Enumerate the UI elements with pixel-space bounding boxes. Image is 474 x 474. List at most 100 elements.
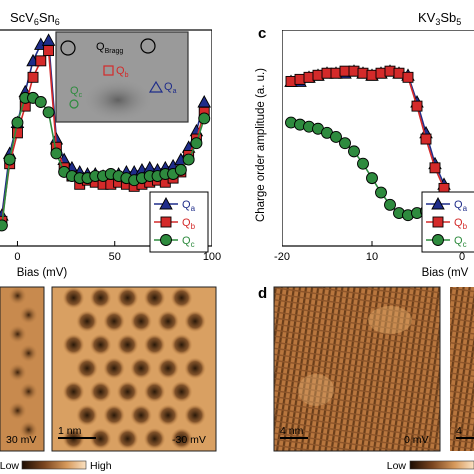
lattice-dot — [62, 380, 85, 403]
lattice-dot — [157, 310, 180, 333]
data-point-qc — [34, 96, 47, 108]
data-point-qc — [366, 172, 378, 185]
qa-inset-label: Qa — [164, 81, 177, 95]
colorbar-left: Low High — [0, 460, 112, 472]
legend-marker-qa — [159, 197, 173, 210]
lattice-dot — [8, 363, 27, 382]
data-point-qc — [174, 163, 187, 176]
data-point-qc — [42, 106, 55, 119]
legend-marker-qc — [432, 234, 444, 246]
lattice-dot — [170, 286, 193, 309]
data-point-qb — [366, 69, 378, 81]
panel-label-c: c — [258, 25, 266, 42]
legend-label-qb: Qb — [182, 217, 196, 231]
data-point-qc — [198, 112, 211, 125]
x-tick-label: 10 — [366, 251, 378, 263]
x-tick-label: 50 — [109, 251, 121, 263]
data-point-qc — [3, 153, 16, 166]
lattice-dot — [19, 382, 38, 401]
lattice-dot — [143, 286, 166, 309]
stm-image-right-2: 4 — [450, 287, 474, 451]
lattice-dot — [89, 286, 112, 309]
data-point-qb — [43, 45, 55, 57]
data-point-qb — [312, 69, 324, 81]
x-tick-label: 100 — [203, 251, 221, 263]
qc-circle-icon — [69, 99, 79, 109]
legend-label-qa: Qa — [454, 199, 468, 213]
data-point-qb — [27, 71, 39, 83]
x-tick-label: -20 — [274, 251, 290, 263]
qc-inset-label: Qc — [70, 85, 83, 99]
lattice-dot — [157, 404, 180, 427]
left-chart — [0, 29, 212, 247]
left-title: ScV6Sn6 — [10, 10, 60, 27]
data-point-qb — [384, 65, 396, 77]
legend-marker-qc — [160, 234, 172, 246]
data-point-qb — [285, 75, 297, 87]
lattice-dot — [184, 404, 207, 427]
data-point-qc — [11, 116, 24, 129]
lattice-dot — [170, 427, 193, 450]
lattice-dot — [19, 305, 38, 324]
momentum-inset: QBragg Qb Qa Qc — [55, 31, 189, 123]
data-point-qc — [375, 186, 387, 199]
data-point-qb — [393, 67, 405, 79]
qa-triangle-icon — [148, 80, 164, 93]
colorbar-right: Low — [387, 460, 474, 472]
data-point-qb — [375, 67, 387, 79]
lattice-dot — [170, 333, 193, 356]
lattice-dot — [143, 333, 166, 356]
data-point-qc — [384, 198, 396, 211]
stm-left-2-bias: -30 mV — [172, 434, 206, 446]
lattice-dot — [8, 325, 27, 344]
legend-marker-qb — [160, 216, 172, 228]
lattice-dot — [103, 357, 126, 380]
q-bragg-label: QBragg — [96, 41, 123, 55]
lattice-dot — [184, 310, 207, 333]
lattice-dot — [89, 427, 112, 450]
data-point-qb — [35, 55, 47, 67]
data-point-qc — [190, 137, 203, 150]
data-point-qb — [294, 73, 306, 85]
data-point-qa — [41, 33, 56, 46]
data-point-qc — [50, 147, 63, 160]
data-point-qc — [357, 157, 369, 170]
lattice-dot — [103, 310, 126, 333]
data-point-qb — [420, 133, 432, 145]
lattice-dot — [184, 357, 207, 380]
data-point-qb — [357, 67, 369, 79]
x-axis-label: Bias (mV) — [17, 267, 68, 279]
x-tick-label: 0 — [459, 251, 465, 263]
stm-right-1-bias: 0 mV — [404, 434, 429, 446]
legend-label-qc: Qc — [182, 235, 195, 249]
lattice-dot — [76, 310, 99, 333]
lattice-dot — [89, 380, 112, 403]
legend-label-qc: Qc — [454, 235, 467, 249]
legend-label-qb: Qb — [454, 217, 468, 231]
legend-label-qa: Qa — [182, 199, 196, 213]
lattice-dot — [89, 333, 112, 356]
colorbar-right-low: Low — [387, 460, 407, 472]
data-point-qc — [339, 137, 351, 150]
lattice-dot — [62, 286, 85, 309]
lattice-dot — [130, 404, 153, 427]
lattice-dot — [103, 404, 126, 427]
axes-frame — [282, 30, 474, 247]
data-point-qb — [321, 67, 333, 79]
data-point-qb — [303, 71, 315, 83]
data-point-qb — [402, 71, 414, 83]
right-title: KV3Sb5 — [418, 10, 461, 27]
bragg-peak-left-icon — [60, 40, 76, 56]
lattice-dot — [76, 404, 99, 427]
axes-frame — [0, 29, 212, 247]
stm-image-left-2: 1 nm -30 mV — [51, 286, 217, 452]
stm-image-right-1: 4 nm 0 mV — [273, 286, 441, 452]
lattice-dot — [170, 380, 193, 403]
stm-image-left-1: 30 mV — [0, 286, 45, 452]
stm-left-2-scale: 1 nm — [58, 425, 82, 437]
x-axis-label: Bias (mV — [422, 267, 469, 279]
lattice-dot — [62, 333, 85, 356]
qb-square-icon — [103, 65, 114, 76]
